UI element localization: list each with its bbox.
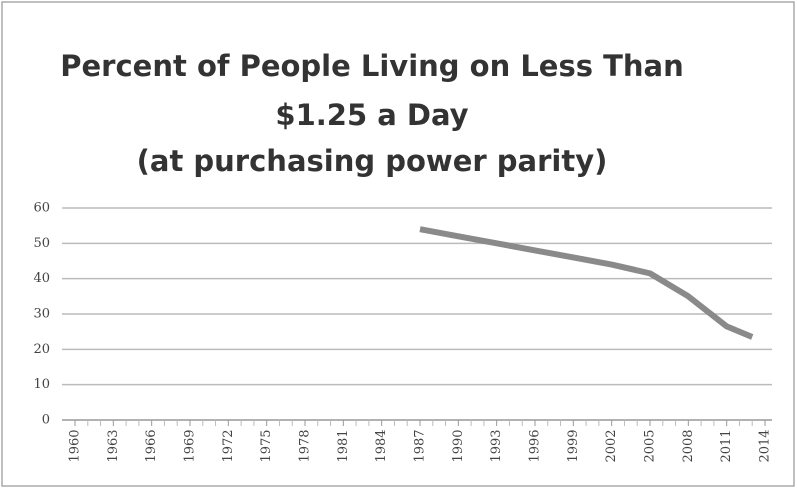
x-tick-label: 1972 [221,429,236,462]
y-tick-label: 10 [33,377,50,392]
x-tick-label: 1975 [259,429,274,462]
x-tick-label: 2005 [643,429,658,462]
chart-title: Percent of People Living on Less Than [60,49,683,83]
x-tick-label: 1966 [144,429,159,462]
x-tick-label: 2014 [758,429,773,462]
x-tick-label: 1999 [566,429,581,462]
x-tick-label: 1993 [489,429,504,462]
x-tick-label: 1969 [183,429,198,462]
chart-title: (at purchasing power parity) [137,144,608,178]
x-tick-label: 2011 [719,429,734,462]
y-tick-label: 20 [33,342,50,357]
x-tick-label: 1990 [451,429,466,462]
chart-title: $1.25 a Day [275,98,468,132]
x-tick-label: 1963 [106,429,121,462]
y-tick-label: 30 [33,307,50,322]
x-tick-label: 1978 [298,429,313,462]
y-tick-label: 40 [33,271,50,286]
y-tick-label: 50 [33,236,50,251]
y-tick-label: 0 [42,413,50,428]
data-line [419,226,754,340]
x-tick-label: 1987 [413,429,428,462]
y-tick-label: 60 [33,201,50,216]
x-tick-label: 1984 [374,429,389,462]
x-tick-label: 2002 [604,429,619,462]
x-tick-label: 1996 [528,429,543,462]
x-tick-label: 2008 [681,429,696,462]
x-tick-label: 1981 [336,429,351,462]
x-tick-label: 1960 [68,429,83,462]
